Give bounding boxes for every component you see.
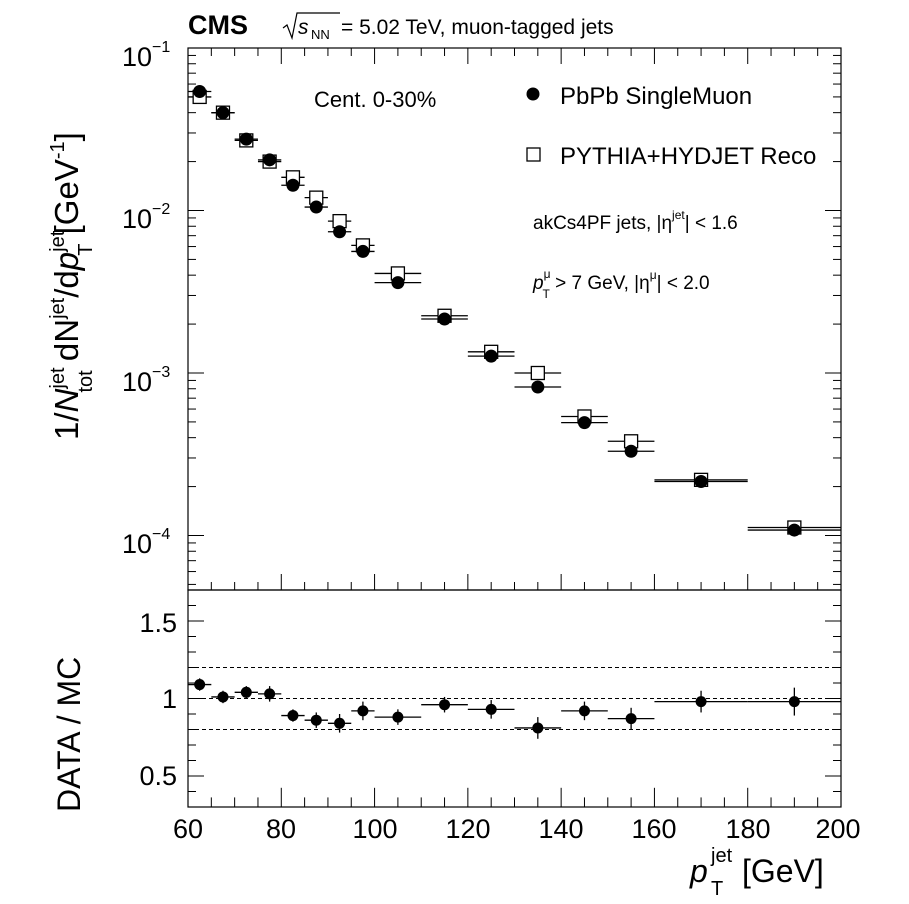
data-point-12 — [577, 416, 591, 430]
svg-text:−4: −4 — [152, 526, 170, 543]
x-tick-label-200: 200 — [815, 814, 860, 844]
data-point-0 — [193, 84, 207, 98]
x-axis-title: p jet T [GeV] — [689, 845, 824, 900]
bottom-panel-x-ticks — [187, 787, 842, 807]
x-tick-label-60: 60 — [173, 814, 203, 844]
svg-text:−2: −2 — [152, 201, 170, 218]
ratio-point-9 — [439, 699, 451, 711]
y-tick-label-1.5: 1.5 — [139, 608, 177, 638]
legend-mc-marker — [526, 147, 541, 162]
ratio-point-1 — [217, 691, 229, 703]
ratio-reference-lines — [188, 667, 841, 730]
data-point-10 — [484, 349, 498, 363]
ratio-point-6 — [334, 717, 346, 729]
x-tick-label-160: 160 — [631, 814, 676, 844]
sqrt-s-subscript: NN — [311, 27, 330, 42]
ratio-point-15 — [788, 696, 800, 708]
mc-point-11 — [530, 365, 545, 381]
ratio-point-14 — [695, 696, 707, 708]
x-tick-label-140: 140 — [538, 814, 583, 844]
y-tick-label-1: 1 — [162, 684, 177, 714]
ratio-point-11 — [532, 722, 544, 734]
ratio-point-12 — [578, 705, 590, 717]
y-tick-label-1e-1: 10 −1 — [122, 39, 170, 72]
series-pbpb-singlemuon — [188, 84, 841, 537]
ratio-point-3 — [264, 688, 276, 700]
legend-mc-label: PYTHIA+HYDJET Reco — [560, 143, 816, 170]
svg-text:p: p — [689, 853, 708, 889]
y-tick-label-1e-3: 10 −3 — [122, 364, 170, 397]
y-tick-label-0.5: 0.5 — [139, 761, 177, 791]
svg-text:T: T — [711, 878, 723, 900]
ratio-point-4 — [287, 710, 299, 722]
centrality-label: Cent. 0-30% — [314, 87, 436, 112]
series-data-over-mc — [188, 678, 841, 739]
y-tick-label-1e-4: 10 −4 — [122, 526, 170, 559]
data-point-9 — [438, 312, 452, 326]
top-panel-x-ticks — [187, 48, 842, 590]
data-point-11 — [531, 380, 545, 394]
data-point-14 — [694, 474, 708, 488]
x-tick-label-180: 180 — [725, 814, 770, 844]
top-panel-frame — [187, 47, 842, 591]
y-tick-label-1e-2: 10 −2 — [122, 201, 170, 234]
data-point-8 — [391, 276, 405, 290]
svg-text:10: 10 — [122, 367, 152, 397]
svg-text:10: 10 — [122, 529, 152, 559]
data-point-3 — [263, 153, 277, 167]
data-point-15 — [787, 523, 801, 537]
muon-selection-label: pμ T > 7 GeV, |ημ| < 2.0 — [532, 267, 710, 301]
x-tick-label-100: 100 — [352, 814, 397, 844]
sqrt-symbol — [282, 12, 340, 41]
y-axis-title-top: 1/Njet tot dNjet/dpjet T [GeV-1] — [47, 132, 97, 440]
ratio-point-8 — [392, 711, 404, 723]
data-point-5 — [309, 200, 323, 214]
svg-text:10: 10 — [122, 204, 152, 234]
data-point-2 — [239, 132, 253, 146]
ratio-point-10 — [485, 703, 497, 715]
ratio-point-7 — [357, 705, 369, 717]
ratio-point-2 — [240, 686, 252, 698]
svg-text:−3: −3 — [152, 364, 170, 381]
ratio-point-5 — [310, 714, 322, 726]
svg-text:jet: jet — [710, 845, 733, 867]
svg-text:10: 10 — [122, 42, 152, 72]
data-point-13 — [624, 444, 638, 458]
energy-text: = 5.02 TeV, muon-tagged jets — [341, 16, 614, 39]
y-axis-title-bottom: DATA / MC — [51, 657, 87, 812]
data-point-4 — [286, 178, 300, 192]
sqrt-s-symbol: s — [298, 16, 309, 39]
legend-data-label: PbPb SingleMuon — [560, 83, 752, 110]
x-tick-labels: 60 80 100 120 140 160 180 200 — [173, 814, 861, 844]
x-tick-label-120: 120 — [445, 814, 490, 844]
data-point-1 — [216, 106, 230, 120]
cms-label: CMS — [188, 10, 248, 40]
collision-energy-label: s NN = 5.02 TeV, muon-tagged jets — [282, 12, 614, 42]
legend: PbPb SingleMuon PYTHIA+HYDJET Reco — [526, 83, 816, 170]
ratio-point-0 — [194, 679, 206, 691]
jet-selection-label: akCs4PF jets, |ηjet| < 1.6 — [533, 208, 738, 234]
data-point-6 — [333, 225, 347, 239]
x-tick-label-80: 80 — [266, 814, 296, 844]
ratio-point-13 — [625, 713, 637, 725]
svg-text:−1: −1 — [152, 39, 170, 56]
data-point-7 — [356, 244, 370, 258]
svg-text:[GeV]: [GeV] — [742, 853, 824, 889]
legend-data-marker — [526, 87, 540, 101]
top-panel-y-ticks — [188, 47, 841, 585]
